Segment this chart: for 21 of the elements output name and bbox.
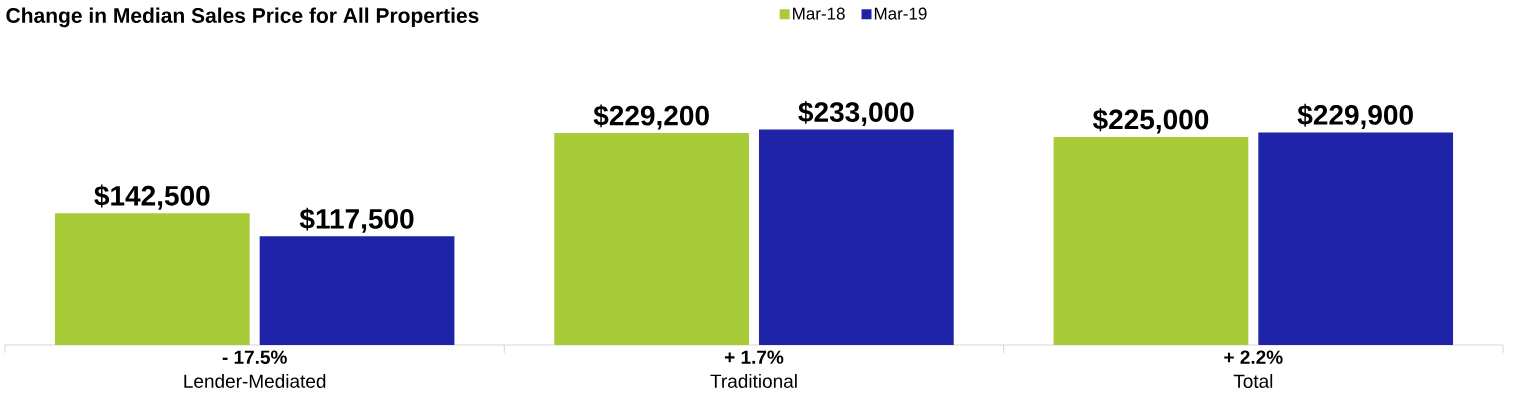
data-label: $233,000	[798, 100, 914, 127]
text: + 2.2%	[1224, 350, 1283, 364]
text: + 1.7%	[724, 350, 784, 364]
chart-title: Change in Median Sales Price for All Properties	[6, 7, 479, 28]
bar	[758, 129, 954, 345]
data-label: $229,900	[1297, 103, 1413, 129]
bar	[54, 213, 250, 345]
data-label: $142,500	[94, 184, 210, 210]
bar	[1053, 136, 1249, 345]
bar	[554, 133, 749, 345]
legend-label: Mar-18	[793, 7, 845, 20]
bar	[259, 236, 455, 345]
legend-label: Mar-19	[874, 7, 927, 20]
data-label: $117,500	[299, 207, 414, 233]
data-label: $225,000	[1092, 108, 1209, 134]
data-label: $229,200	[593, 104, 709, 130]
bar	[1258, 132, 1454, 345]
text: - 17.5%	[222, 350, 287, 364]
x-tick-label: Total	[1233, 374, 1273, 388]
x-tick-label: Lender-Mediated	[184, 373, 326, 388]
x-tick-label: Traditional	[710, 373, 797, 388]
